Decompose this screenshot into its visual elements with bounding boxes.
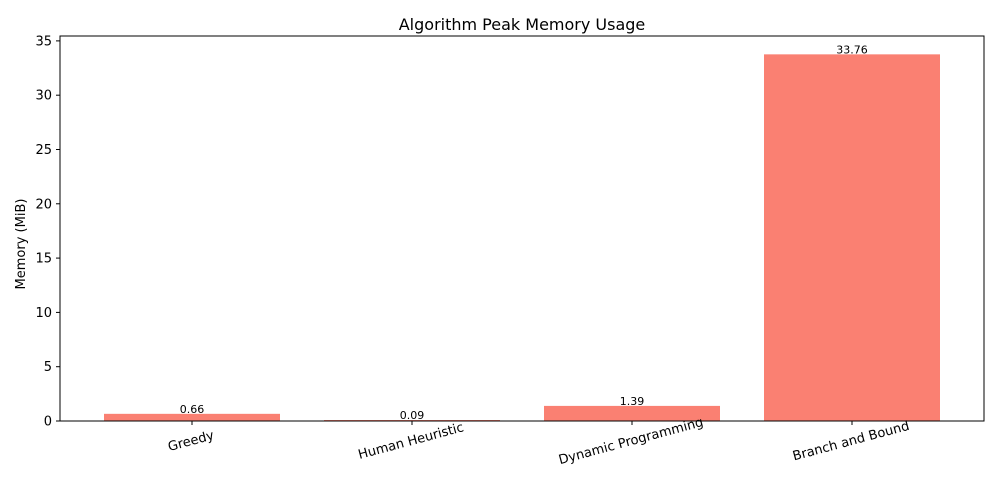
bar-value-label: 33.76 — [836, 43, 868, 56]
y-tick-label: 20 — [35, 197, 52, 212]
bar-value-label: 0.66 — [180, 403, 205, 416]
bars-layer — [104, 54, 940, 421]
y-tick-label: 0 — [44, 415, 52, 430]
value-labels-layer: 0.66 0.09 1.39 33.76 — [180, 43, 868, 422]
y-tick-label: 10 — [35, 306, 52, 321]
y-tick-label: 30 — [35, 89, 52, 104]
plot-frame — [59, 35, 985, 422]
y-axis-label: Memory (MiB) — [14, 199, 29, 290]
y-tick-label: 5 — [44, 360, 52, 375]
y-tick-label: 15 — [35, 252, 52, 267]
chart-title: Algorithm Peak Memory Usage — [399, 15, 646, 34]
y-axis: 0 5 10 15 20 25 30 35 — [35, 34, 60, 430]
bar-branch-and-bound — [764, 54, 940, 421]
y-tick-label: 25 — [35, 143, 52, 158]
bar-value-label: 1.39 — [620, 395, 645, 408]
bar-greedy — [104, 413, 280, 421]
bar-value-label: 0.09 — [400, 409, 425, 422]
y-tick-label: 35 — [35, 34, 52, 49]
bar-dynamic-programming — [544, 405, 720, 421]
